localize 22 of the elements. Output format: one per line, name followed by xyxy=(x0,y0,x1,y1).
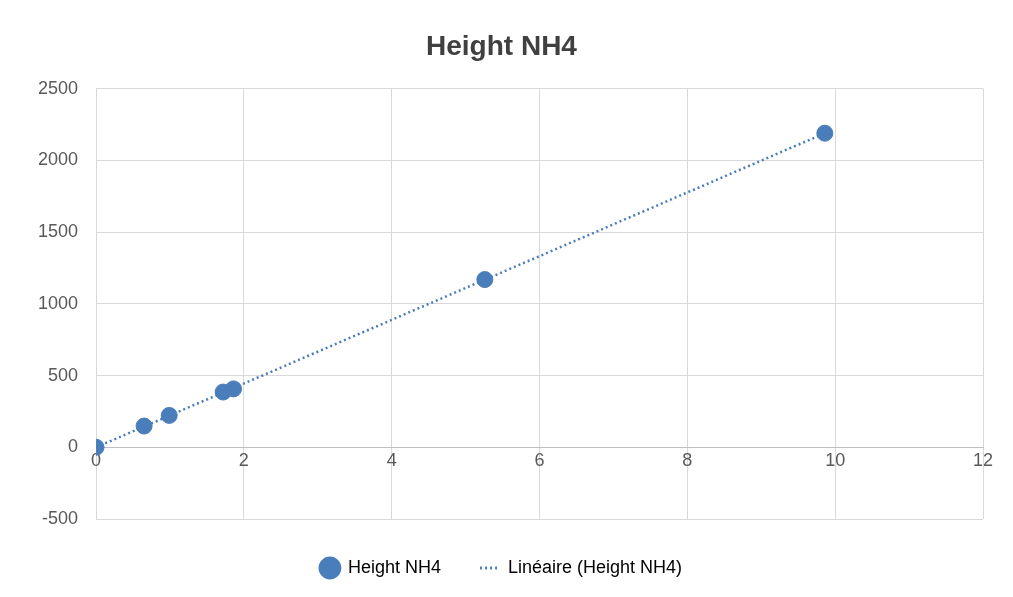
x-tick-label: 0 xyxy=(91,450,102,471)
y-tick-label: 0 xyxy=(68,436,79,457)
legend-label: Height NH4 xyxy=(347,556,441,577)
x-tick-label: 6 xyxy=(534,450,545,471)
point xyxy=(476,271,494,289)
y-tick-label: 2000 xyxy=(38,149,79,170)
y-tick-label: 1500 xyxy=(38,221,79,242)
point xyxy=(225,380,243,398)
x-tick-label: 10 xyxy=(825,450,846,471)
y-tick-label: 1000 xyxy=(38,292,79,313)
point xyxy=(135,417,153,435)
y-tick-label: -500 xyxy=(42,507,79,528)
y-tick-label: 500 xyxy=(48,364,79,385)
point xyxy=(816,124,834,142)
x-tick-label: 8 xyxy=(682,450,693,471)
y-tick-label: 2500 xyxy=(38,77,79,98)
x-tick-label: 12 xyxy=(972,450,994,471)
point xyxy=(160,406,178,424)
legend-label: Linéaire (Height NH4) xyxy=(507,556,683,577)
x-tick-label: 4 xyxy=(386,450,397,471)
chart-title: Height NH4 xyxy=(426,29,578,61)
x-tick-label: 2 xyxy=(238,450,249,471)
